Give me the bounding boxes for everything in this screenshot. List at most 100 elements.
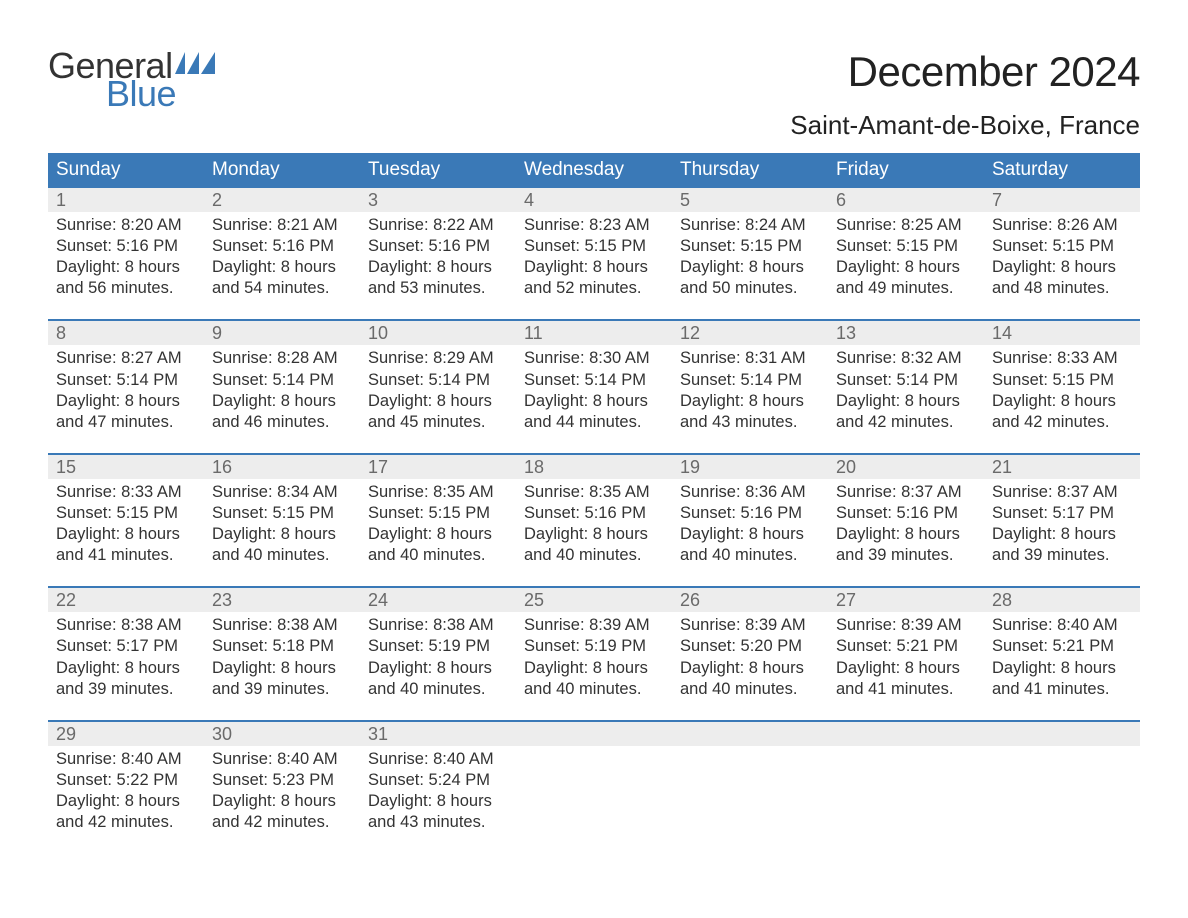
- calendar-cell: 15Sunrise: 8:33 AMSunset: 5:15 PMDayligh…: [48, 455, 204, 566]
- sunset-line: Sunset: 5:15 PM: [212, 503, 352, 524]
- daylight-line: Daylight: 8 hours and 40 minutes.: [680, 524, 820, 566]
- calendar-cell: 19Sunrise: 8:36 AMSunset: 5:16 PMDayligh…: [672, 455, 828, 566]
- day-details: Sunrise: 8:39 AMSunset: 5:21 PMDaylight:…: [834, 612, 978, 699]
- sunrise-line: Sunrise: 8:27 AM: [56, 348, 196, 369]
- day-details: Sunrise: 8:27 AMSunset: 5:14 PMDaylight:…: [54, 345, 198, 432]
- sunrise-line: Sunrise: 8:28 AM: [212, 348, 352, 369]
- day-number: 3: [368, 190, 378, 210]
- daylight-line: Daylight: 8 hours and 49 minutes.: [836, 257, 976, 299]
- calendar-cell: 1Sunrise: 8:20 AMSunset: 5:16 PMDaylight…: [48, 188, 204, 299]
- sunrise-line: Sunrise: 8:21 AM: [212, 215, 352, 236]
- calendar-grid: Sunday Monday Tuesday Wednesday Thursday…: [48, 153, 1140, 833]
- day-number: 26: [680, 590, 700, 610]
- daylight-line: Daylight: 8 hours and 40 minutes.: [524, 524, 664, 566]
- day-number: 10: [368, 323, 388, 343]
- sunset-line: Sunset: 5:14 PM: [368, 370, 508, 391]
- sunrise-line: Sunrise: 8:26 AM: [992, 215, 1132, 236]
- calendar-cell: [828, 722, 984, 833]
- day-details: Sunrise: 8:23 AMSunset: 5:15 PMDaylight:…: [522, 212, 666, 299]
- daylight-line: Daylight: 8 hours and 41 minutes.: [56, 524, 196, 566]
- sunset-line: Sunset: 5:15 PM: [836, 236, 976, 257]
- sunset-line: Sunset: 5:15 PM: [524, 236, 664, 257]
- sunrise-line: Sunrise: 8:38 AM: [368, 615, 508, 636]
- day-number: 2: [212, 190, 222, 210]
- daylight-line: Daylight: 8 hours and 45 minutes.: [368, 391, 508, 433]
- day-details: Sunrise: 8:28 AMSunset: 5:14 PMDaylight:…: [210, 345, 354, 432]
- calendar-cell: 4Sunrise: 8:23 AMSunset: 5:15 PMDaylight…: [516, 188, 672, 299]
- day-details: Sunrise: 8:33 AMSunset: 5:15 PMDaylight:…: [990, 345, 1134, 432]
- sunrise-line: Sunrise: 8:35 AM: [524, 482, 664, 503]
- day-number: 24: [368, 590, 388, 610]
- sunrise-line: Sunrise: 8:37 AM: [992, 482, 1132, 503]
- calendar-cell: 30Sunrise: 8:40 AMSunset: 5:23 PMDayligh…: [204, 722, 360, 833]
- day-number: 28: [992, 590, 1012, 610]
- weekday-header: Saturday: [984, 153, 1140, 188]
- sunrise-line: Sunrise: 8:38 AM: [212, 615, 352, 636]
- sunset-line: Sunset: 5:16 PM: [524, 503, 664, 524]
- day-number: 9: [212, 323, 222, 343]
- calendar-cell: 29Sunrise: 8:40 AMSunset: 5:22 PMDayligh…: [48, 722, 204, 833]
- weekday-header: Wednesday: [516, 153, 672, 188]
- sunrise-line: Sunrise: 8:37 AM: [836, 482, 976, 503]
- day-number: 7: [992, 190, 1002, 210]
- sunrise-line: Sunrise: 8:40 AM: [368, 749, 508, 770]
- day-number: 8: [56, 323, 66, 343]
- day-number: 6: [836, 190, 846, 210]
- daylight-line: Daylight: 8 hours and 40 minutes.: [368, 658, 508, 700]
- calendar-cell: 17Sunrise: 8:35 AMSunset: 5:15 PMDayligh…: [360, 455, 516, 566]
- calendar-cell: 16Sunrise: 8:34 AMSunset: 5:15 PMDayligh…: [204, 455, 360, 566]
- day-details: Sunrise: 8:31 AMSunset: 5:14 PMDaylight:…: [678, 345, 822, 432]
- day-details: Sunrise: 8:26 AMSunset: 5:15 PMDaylight:…: [990, 212, 1134, 299]
- calendar-cell: 20Sunrise: 8:37 AMSunset: 5:16 PMDayligh…: [828, 455, 984, 566]
- day-details: Sunrise: 8:34 AMSunset: 5:15 PMDaylight:…: [210, 479, 354, 566]
- sunrise-line: Sunrise: 8:22 AM: [368, 215, 508, 236]
- weekday-header: Thursday: [672, 153, 828, 188]
- day-details: Sunrise: 8:40 AMSunset: 5:24 PMDaylight:…: [366, 746, 510, 833]
- calendar-cell: [984, 722, 1140, 833]
- weekday-header: Friday: [828, 153, 984, 188]
- day-number: 11: [524, 323, 543, 343]
- sunrise-line: Sunrise: 8:39 AM: [680, 615, 820, 636]
- sunset-line: Sunset: 5:16 PM: [836, 503, 976, 524]
- sunset-line: Sunset: 5:23 PM: [212, 770, 352, 791]
- sunset-line: Sunset: 5:21 PM: [836, 636, 976, 657]
- day-number: 15: [56, 457, 76, 477]
- calendar-cell: 26Sunrise: 8:39 AMSunset: 5:20 PMDayligh…: [672, 588, 828, 699]
- calendar-cell: 31Sunrise: 8:40 AMSunset: 5:24 PMDayligh…: [360, 722, 516, 833]
- sunrise-line: Sunrise: 8:32 AM: [836, 348, 976, 369]
- sunrise-line: Sunrise: 8:35 AM: [368, 482, 508, 503]
- daylight-line: Daylight: 8 hours and 39 minutes.: [992, 524, 1132, 566]
- day-details: Sunrise: 8:29 AMSunset: 5:14 PMDaylight:…: [366, 345, 510, 432]
- calendar-cell: 2Sunrise: 8:21 AMSunset: 5:16 PMDaylight…: [204, 188, 360, 299]
- sunrise-line: Sunrise: 8:39 AM: [836, 615, 976, 636]
- day-details: Sunrise: 8:35 AMSunset: 5:15 PMDaylight:…: [366, 479, 510, 566]
- day-number: [680, 724, 685, 744]
- daylight-line: Daylight: 8 hours and 43 minutes.: [680, 391, 820, 433]
- day-number: 21: [992, 457, 1012, 477]
- sunrise-line: Sunrise: 8:39 AM: [524, 615, 664, 636]
- day-details: Sunrise: 8:32 AMSunset: 5:14 PMDaylight:…: [834, 345, 978, 432]
- sunrise-line: Sunrise: 8:40 AM: [56, 749, 196, 770]
- day-number: 18: [524, 457, 544, 477]
- sunrise-line: Sunrise: 8:23 AM: [524, 215, 664, 236]
- sunset-line: Sunset: 5:15 PM: [56, 503, 196, 524]
- calendar-cell: 21Sunrise: 8:37 AMSunset: 5:17 PMDayligh…: [984, 455, 1140, 566]
- sunrise-line: Sunrise: 8:40 AM: [992, 615, 1132, 636]
- calendar-cell: [516, 722, 672, 833]
- day-details: Sunrise: 8:25 AMSunset: 5:15 PMDaylight:…: [834, 212, 978, 299]
- daylight-line: Daylight: 8 hours and 39 minutes.: [836, 524, 976, 566]
- day-details: Sunrise: 8:22 AMSunset: 5:16 PMDaylight:…: [366, 212, 510, 299]
- calendar-cell: 8Sunrise: 8:27 AMSunset: 5:14 PMDaylight…: [48, 321, 204, 432]
- daylight-line: Daylight: 8 hours and 50 minutes.: [680, 257, 820, 299]
- calendar-cell: 14Sunrise: 8:33 AMSunset: 5:15 PMDayligh…: [984, 321, 1140, 432]
- day-number: 19: [680, 457, 700, 477]
- day-details: Sunrise: 8:40 AMSunset: 5:22 PMDaylight:…: [54, 746, 198, 833]
- sunset-line: Sunset: 5:14 PM: [56, 370, 196, 391]
- page-header: General Blue December 2024 Saint-Amant-d…: [48, 48, 1140, 141]
- sunset-line: Sunset: 5:16 PM: [680, 503, 820, 524]
- day-details: Sunrise: 8:36 AMSunset: 5:16 PMDaylight:…: [678, 479, 822, 566]
- daylight-line: Daylight: 8 hours and 43 minutes.: [368, 791, 508, 833]
- sunset-line: Sunset: 5:19 PM: [368, 636, 508, 657]
- sunset-line: Sunset: 5:15 PM: [368, 503, 508, 524]
- calendar-cell: 25Sunrise: 8:39 AMSunset: 5:19 PMDayligh…: [516, 588, 672, 699]
